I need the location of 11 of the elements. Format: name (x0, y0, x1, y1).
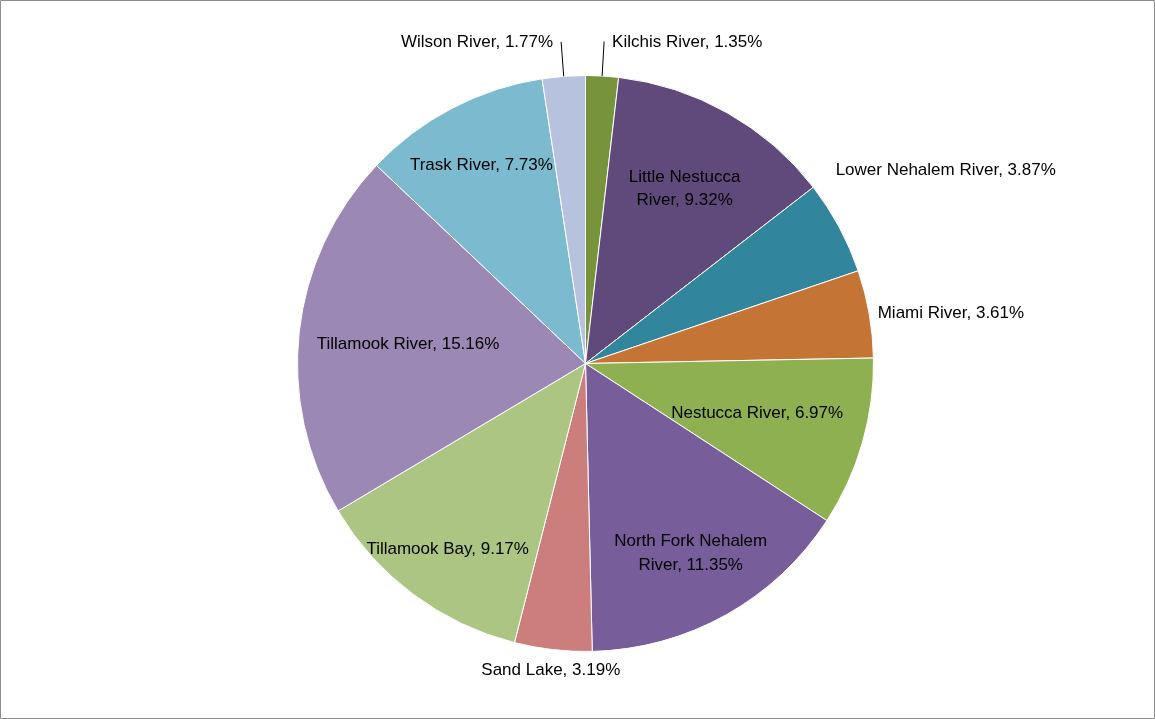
slice-label: Nestucca River, 6.97% (671, 403, 844, 423)
slice-label: Tillamook Bay, 9.17% (366, 538, 529, 558)
slice-label: Kilchis River, 1.35% (612, 31, 763, 51)
slice-label: Wilson River, 1.77% (401, 32, 554, 52)
slice-label: North Fork Nehalem River, 11.35% (614, 530, 768, 574)
slice-label: Sand Lake, 3.19% (481, 660, 621, 680)
slice-label: Lower Nehalem River, 3.87% (835, 160, 1056, 180)
slice-label: Little Nestucca River, 9.32% (628, 166, 741, 210)
slice-label: Trask River, 7.73% (409, 154, 553, 174)
slice-label: Tillamook River, 15.16% (316, 334, 500, 354)
slice-label: Miami River, 3.61% (877, 302, 1025, 322)
